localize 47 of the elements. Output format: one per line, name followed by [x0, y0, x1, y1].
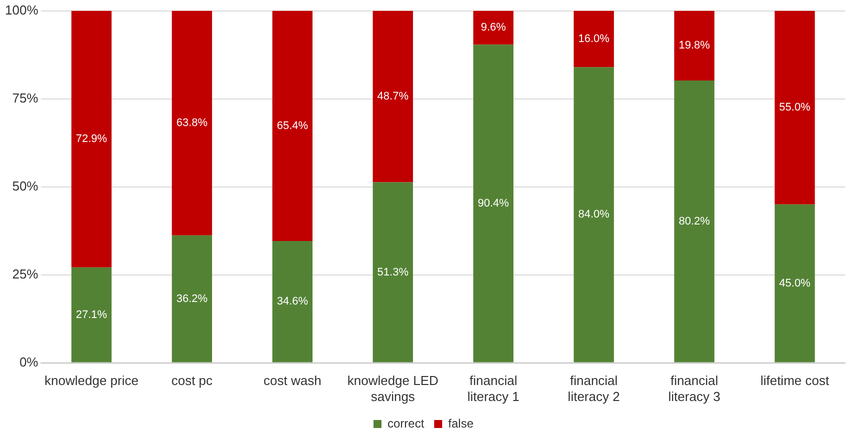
x-tick-label: lifetime cost — [760, 373, 830, 388]
data-label: 90.4% — [478, 197, 510, 210]
x-tick-label: cost wash — [264, 373, 322, 388]
bar — [774, 204, 815, 362]
bar — [172, 10, 212, 236]
data-label: 27.1% — [76, 308, 108, 321]
data-label: 36.2% — [176, 292, 208, 305]
data-label: 55.0% — [779, 102, 811, 114]
data-label: 84.0% — [578, 208, 610, 221]
x-tick-label: knowledge price — [44, 373, 138, 388]
x-tick-label: financial literacy 1 — [467, 373, 520, 404]
legend-label: false — [448, 416, 474, 430]
bar — [172, 235, 212, 362]
y-tick-label: 0% — [19, 354, 39, 370]
bar — [372, 10, 413, 182]
data-label: 45.0% — [779, 277, 811, 290]
y-tick-label: 75% — [12, 90, 39, 106]
y-tick-label: 100% — [5, 2, 39, 18]
bar — [674, 80, 714, 362]
data-label: 51.3% — [377, 266, 409, 278]
bar — [272, 241, 313, 362]
bar — [674, 10, 714, 80]
data-label: 9.6% — [480, 22, 506, 34]
bar — [574, 10, 614, 68]
data-label: 19.8% — [678, 40, 710, 52]
data-label: 34.6% — [276, 296, 308, 308]
data-label: 65.4% — [276, 120, 308, 132]
bar — [372, 182, 413, 362]
bar — [473, 44, 514, 362]
bar — [71, 10, 112, 268]
bar — [574, 67, 614, 362]
x-tick-label: financial literacy 2 — [568, 373, 620, 404]
data-label: 63.8% — [176, 117, 208, 130]
bar — [473, 10, 514, 45]
bar — [71, 267, 112, 362]
y-tick-label: 25% — [12, 266, 39, 282]
data-label: 80.2% — [678, 215, 710, 228]
data-label: 48.7% — [377, 90, 409, 103]
data-label: 72.9% — [76, 133, 108, 146]
y-tick-label: 50% — [12, 178, 39, 194]
bar — [774, 10, 815, 204]
legend-label: correct — [387, 416, 425, 430]
x-tick-label: knowledge LED savings — [347, 373, 438, 404]
bar — [272, 10, 313, 242]
x-tick-label: financial literacy 3 — [668, 373, 720, 404]
x-tick-label: cost pc — [171, 373, 214, 388]
data-label: 16.0% — [578, 32, 610, 45]
